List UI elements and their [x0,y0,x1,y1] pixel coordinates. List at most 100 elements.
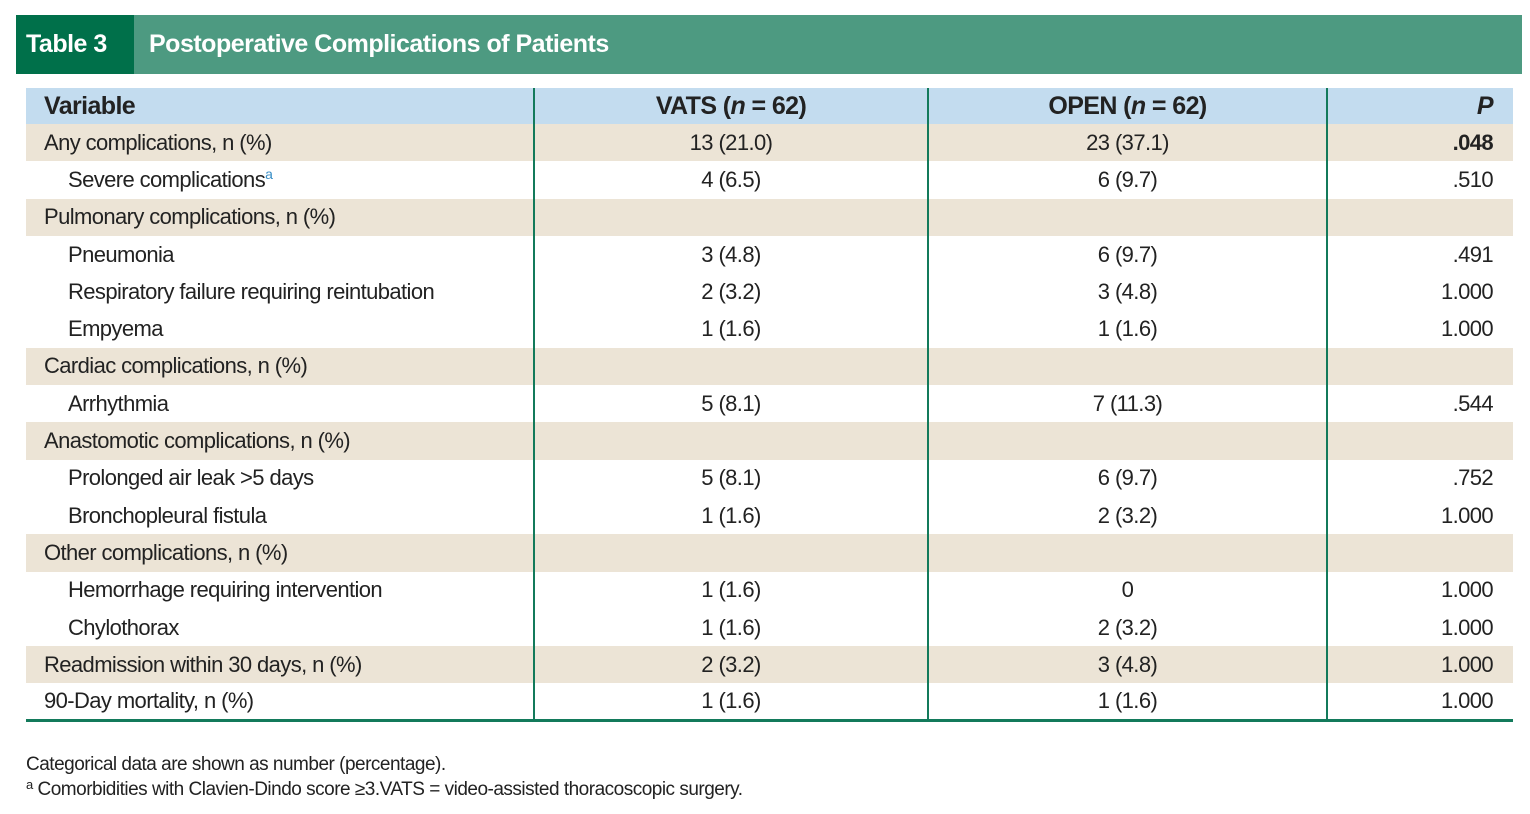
footnote-line-2: a Comorbidities with Clavien-Dindo score… [26,777,743,802]
footnote-marker: a [26,777,33,792]
open-cell: 3 (4.8) [927,273,1327,311]
row-label: Readmission within 30 days, n (%) [26,646,534,684]
footnote-line-1: Categorical data are shown as number (pe… [26,754,446,775]
row-label: Respiratory failure requiring reintubati… [68,278,435,304]
table-row: Severe complicationsa 4 (6.5) 6 (9.7) .5… [26,161,1513,199]
footnote-marker: a [265,165,273,182]
table-row: Prolonged air leak >5 days 5 (8.1) 6 (9.… [26,459,1513,497]
table-row: Pulmonary complications, n (%) [26,198,1513,236]
p-header-label: P [1476,91,1494,120]
vats-cell: 1 (1.6) [533,496,928,535]
p-value-cell: .752 [1326,459,1513,497]
table-row: Anastomotic complications, n (%) [26,422,1513,460]
column-header-variable: Variable [26,88,534,124]
p-value-cell: 1.000 [1326,273,1513,311]
vats-cell: 2 (3.2) [533,273,928,311]
table-row: Arrhythmia 5 (8.1) 7 (11.3) .544 [26,385,1513,423]
open-header-suffix: = 62) [1145,91,1207,120]
vats-cell [533,198,928,236]
vats-cell [533,534,928,572]
open-cell: 6 (9.7) [927,459,1327,497]
vats-header-suffix: = 62) [745,91,807,120]
p-value-cell: 1.000 [1326,608,1513,647]
vats-cell: 2 (3.2) [533,646,928,684]
row-label: 90-Day mortality, n (%) [44,688,254,714]
vats-cell: 13 (21.0) [533,124,928,162]
row-label: Other complications, n (%) [26,534,534,572]
row-label: Prolonged air leak >5 days [68,465,314,491]
vats-cell: 1 (1.6) [533,571,928,609]
p-value-cell: 1.000 [1326,571,1513,609]
p-value-cell: .544 [1326,385,1513,423]
p-value-cell: 1.000 [1326,310,1513,348]
open-cell: 3 (4.8) [927,646,1327,684]
column-header-open: OPEN (n = 62) [927,88,1327,124]
table-row: Cardiac complications, n (%) [26,347,1513,386]
row-label: Any complications, n (%) [26,124,534,162]
row-label: Pulmonary complications, n (%) [26,198,534,236]
table-row: Any complications, n (%) 13 (21.0) 23 (3… [26,124,1513,162]
table-row: Empyema 1 (1.6) 1 (1.6) 1.000 [26,310,1513,348]
table-row: Respiratory failure requiring reintubati… [26,273,1513,311]
vats-cell: 1 (1.6) [533,310,928,348]
vats-cell [533,347,928,386]
row-label: Cardiac complications, n (%) [26,347,534,386]
table-row: Chylothorax 1 (1.6) 2 (3.2) 1.000 [26,608,1513,647]
row-label: Pneumonia [68,241,175,267]
open-cell: 6 (9.7) [927,161,1327,199]
p-value-cell: .491 [1326,235,1513,274]
open-cell [927,347,1327,386]
vats-header-n: n [730,91,746,120]
row-label-cell: Severe complicationsa [26,161,534,198]
open-cell: 23 (37.1) [927,124,1327,162]
table-title: Postoperative Complications of Patients [149,30,609,58]
table-row: 90-Day mortality, n (%) 1 (1.6) 1 (1.6) … [26,683,1513,721]
vats-cell: 4 (6.5) [533,161,928,199]
open-cell: 2 (3.2) [927,608,1327,647]
p-value-cell: 1.000 [1326,646,1513,684]
open-cell: 7 (11.3) [927,385,1327,423]
table-row: Hemorrhage requiring intervention 1 (1.6… [26,571,1513,609]
open-cell: 2 (3.2) [927,496,1327,535]
p-value-cell [1326,198,1513,236]
row-label: Empyema [68,316,163,342]
vats-cell: 1 (1.6) [533,683,928,721]
open-cell: 1 (1.6) [927,310,1327,348]
vats-header-prefix: VATS ( [655,91,731,120]
table-row: Readmission within 30 days, n (%) 2 (3.2… [26,646,1513,684]
table-footnotes: Categorical data are shown as number (pe… [26,752,743,802]
open-cell [927,422,1327,460]
row-label: Anastomotic complications, n (%) [26,422,534,460]
table-row: Other complications, n (%) [26,534,1513,572]
vats-cell [533,422,928,460]
p-value-cell: 1.000 [1326,683,1513,721]
open-header-n: n [1130,91,1146,120]
open-cell: 0 [927,571,1327,609]
table-number-label: Table 3 [16,15,134,74]
row-label: Chylothorax [68,614,179,640]
p-value-cell [1326,534,1513,572]
open-cell [927,534,1327,572]
p-value-cell: .510 [1326,161,1513,199]
p-value-cell [1326,422,1513,460]
complications-table: Variable VATS (n = 62) OPEN (n = 62) P A… [26,88,1513,723]
open-header-prefix: OPEN ( [1048,91,1131,120]
p-value-cell: .048 [1326,124,1513,162]
vats-cell: 5 (8.1) [533,459,928,497]
table-row: Bronchopleural fistula 1 (1.6) 2 (3.2) 1… [26,496,1513,535]
row-label: Bronchopleural fistula [68,502,267,528]
table-title-bar: Table 3 Postoperative Complications of P… [16,15,1522,74]
row-label: Hemorrhage requiring intervention [68,577,383,603]
open-cell: 6 (9.7) [927,235,1327,274]
vats-cell: 3 (4.8) [533,235,928,274]
table-header-row: Variable VATS (n = 62) OPEN (n = 62) P [26,88,1513,124]
row-label: Severe complications [68,166,266,192]
column-header-p: P [1326,88,1513,124]
open-cell: 1 (1.6) [927,683,1327,721]
open-cell [927,198,1327,236]
p-value-cell: 1.000 [1326,496,1513,535]
footnote-text: Comorbidities with Clavien-Dindo score ≥… [32,779,744,800]
row-label: Arrhythmia [68,390,169,416]
table-row: Pneumonia 3 (4.8) 6 (9.7) .491 [26,235,1513,274]
vats-cell: 5 (8.1) [533,385,928,423]
